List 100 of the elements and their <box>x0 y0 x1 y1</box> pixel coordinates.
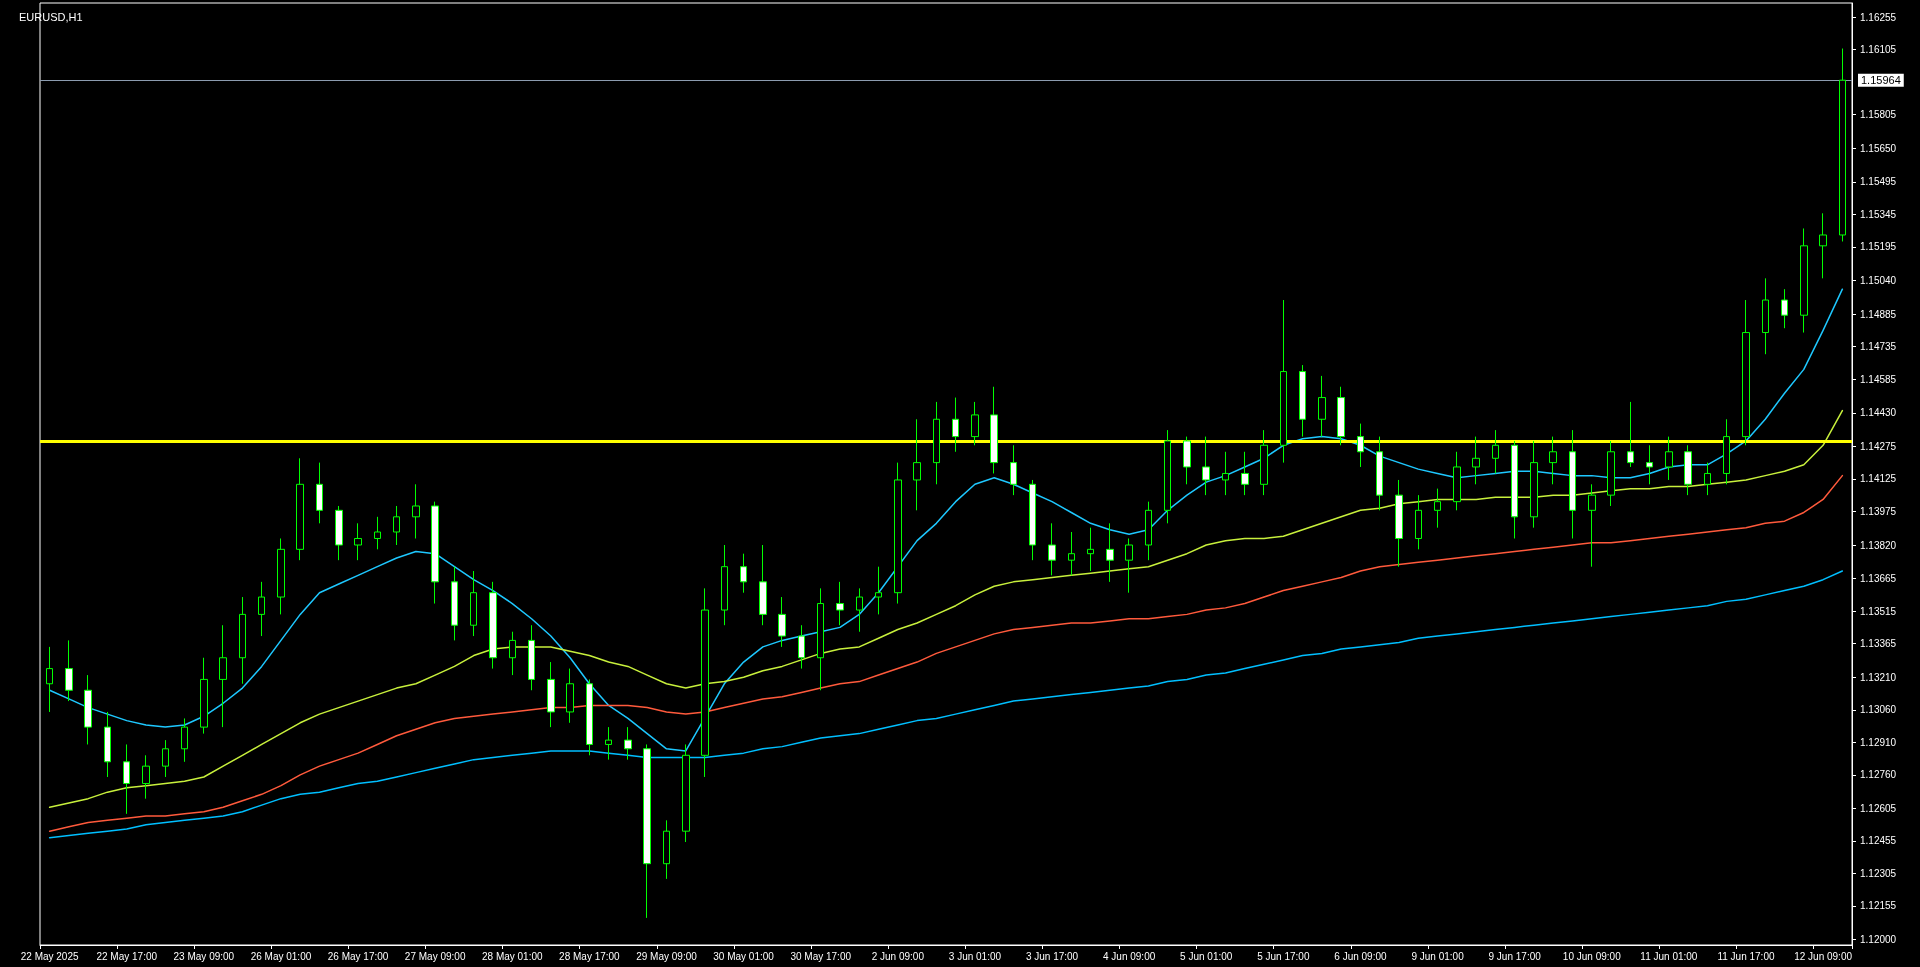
y-tick-label: 1.13210 <box>1860 671 1897 683</box>
candlestick <box>566 668 574 724</box>
candlestick <box>162 739 169 778</box>
candlestick <box>1202 436 1210 496</box>
candlestick <box>1395 479 1403 568</box>
candlestick <box>1434 488 1441 529</box>
y-tick-label: 1.13515 <box>1860 605 1897 617</box>
line-series <box>48 474 1844 832</box>
candlestick <box>1087 527 1094 572</box>
candlestick <box>1222 451 1229 496</box>
x-tick-label: 11 Jun 01:00 <box>1640 950 1698 962</box>
candlestick <box>1260 429 1268 496</box>
candlestick <box>990 386 998 474</box>
text: EURUSD,H1 <box>19 10 83 23</box>
candlestick <box>142 754 150 800</box>
y-tick-label: 1.12760 <box>1860 769 1897 781</box>
candlestick <box>1472 436 1480 485</box>
x-tick-label: 4 Jun 09:00 <box>1102 950 1156 962</box>
candlestick <box>1029 479 1036 561</box>
x-tick-label: 11 Jun 17:00 <box>1717 950 1775 962</box>
candlestick <box>277 538 285 615</box>
candlestick <box>971 401 979 446</box>
candlestick <box>1588 483 1596 568</box>
candlestick <box>1530 440 1538 529</box>
y-tick-label: 1.14885 <box>1860 308 1897 320</box>
x-tick-label: 9 Jun 17:00 <box>1488 950 1542 962</box>
x-tick-label: 22 May 2025 <box>20 950 79 962</box>
candlestick <box>1627 401 1634 468</box>
candlestick <box>1762 277 1769 355</box>
y-tick-label: 1.14430 <box>1860 407 1897 419</box>
candlestick <box>740 553 747 594</box>
candlestick <box>817 587 824 691</box>
y-tick-label: 1.13820 <box>1860 539 1897 551</box>
candlestick <box>296 457 304 561</box>
candlestick <box>1549 436 1557 485</box>
candlestick <box>1183 436 1191 485</box>
y-tick-label: 1.16255 <box>1860 11 1897 23</box>
candlestick <box>682 743 690 843</box>
candlestick <box>663 819 670 880</box>
candlestick <box>65 639 73 702</box>
candlestick <box>1145 501 1152 561</box>
y-tick-label: 1.16105 <box>1860 44 1897 56</box>
candlestick <box>528 624 535 691</box>
y-tick-label: 1.15805 <box>1860 109 1897 121</box>
candlestick <box>1415 494 1422 550</box>
candlestick <box>1280 299 1287 464</box>
line-series <box>48 409 1844 809</box>
x-tick-label: 30 May 01:00 <box>713 950 775 962</box>
candlestick <box>1492 429 1499 474</box>
candlestick <box>200 657 208 735</box>
x-tick-label: 9 Jun 01:00 <box>1411 950 1465 962</box>
line-series <box>48 288 1844 752</box>
x-tick-label: 3 Jun 01:00 <box>948 950 1002 962</box>
y-tick-label: 1.13365 <box>1860 638 1897 650</box>
y-tick-label: 1.15495 <box>1860 176 1897 188</box>
ref-line-label: 1.15964 <box>1861 74 1901 87</box>
candlestick <box>335 505 343 561</box>
candlestick <box>181 717 188 763</box>
x-tick-label: 3 Jun 17:00 <box>1025 950 1079 962</box>
line-series <box>48 570 1844 839</box>
y-tick-label: 1.15040 <box>1860 275 1897 287</box>
candlestick <box>759 544 767 626</box>
candlestick <box>778 596 786 648</box>
x-tick-label: 23 May 09:00 <box>173 950 235 962</box>
x-tick-label: 30 May 17:00 <box>790 950 852 962</box>
candlestick <box>412 483 420 539</box>
candlestick <box>1704 462 1711 496</box>
y-tick-label: 1.14125 <box>1860 473 1897 485</box>
candlestick <box>1781 288 1788 329</box>
x-tick-label: 27 May 09:00 <box>404 950 466 962</box>
candlestick <box>856 587 863 633</box>
candlestick <box>933 401 940 485</box>
candlestick <box>624 726 632 761</box>
candlestick <box>875 566 882 615</box>
y-tick-label: 1.12000 <box>1860 934 1897 946</box>
candlestick <box>393 505 400 546</box>
candlestick <box>354 522 362 561</box>
y-tick-label: 1.13060 <box>1860 704 1897 716</box>
candlestick <box>1665 436 1673 481</box>
y-tick-label: 1.12155 <box>1860 900 1897 912</box>
candlestick <box>1453 451 1461 511</box>
y-tick-label: 1.13665 <box>1860 573 1897 585</box>
candlestick <box>219 624 227 728</box>
candlestick <box>451 566 458 641</box>
candlestick <box>1819 212 1827 279</box>
x-tick-label: 26 May 01:00 <box>250 950 312 962</box>
candlestick <box>1241 451 1249 496</box>
candlestick <box>798 624 805 670</box>
candlestick <box>1684 444 1692 496</box>
candlestick <box>470 570 477 637</box>
candlestick <box>643 743 651 919</box>
candlestick <box>836 581 844 626</box>
candlestick <box>1048 522 1056 576</box>
y-tick-label: 1.12910 <box>1860 736 1897 748</box>
candlestick <box>701 587 709 778</box>
candlestick <box>605 726 612 761</box>
x-tick-label: 10 Jun 09:00 <box>1562 950 1622 962</box>
candlestick <box>374 516 381 550</box>
candlestick <box>1839 48 1846 242</box>
y-tick-label: 1.12305 <box>1860 867 1897 879</box>
